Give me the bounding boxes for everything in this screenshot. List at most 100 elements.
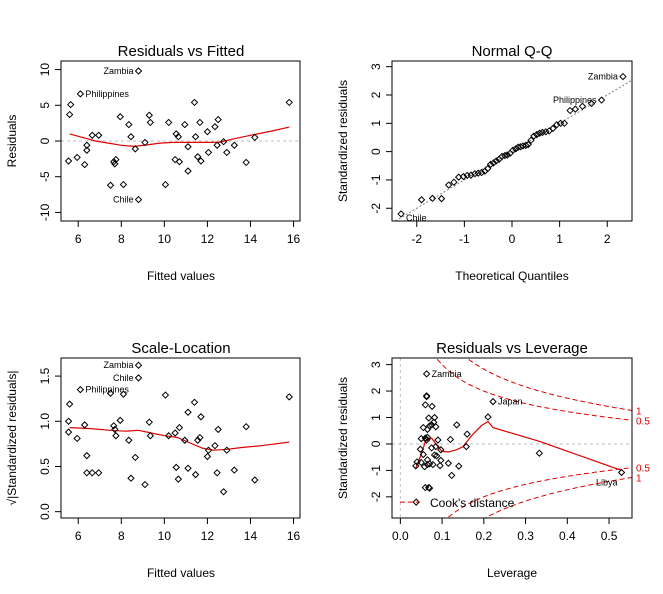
data-point — [417, 196, 426, 204]
data-point — [181, 436, 189, 444]
data-point — [219, 138, 228, 146]
data-point — [164, 118, 173, 127]
point-label: Chile — [406, 213, 427, 223]
data-point — [509, 146, 517, 154]
y-tick-label: 5 — [38, 102, 52, 109]
data-point — [455, 462, 463, 470]
data-point — [76, 385, 85, 394]
data-point — [174, 475, 183, 483]
y-tick-label: 0 — [38, 137, 52, 144]
data-point — [437, 446, 445, 454]
data-point — [146, 118, 155, 127]
y-tick-label: 10 — [38, 63, 52, 77]
data-point — [146, 432, 155, 440]
data-point — [171, 429, 179, 437]
data-point — [83, 141, 91, 149]
x-tick-label: 8 — [118, 529, 125, 543]
data-point — [214, 425, 222, 434]
panel-residuals-vs-fitted: Zambia Philippines Chile 6 8 10 12 14 16 -10 -5 0 5 1… — [5, 43, 301, 283]
data-point — [194, 153, 202, 161]
data-point — [141, 480, 149, 489]
data-point — [501, 151, 509, 160]
data-point — [174, 133, 183, 141]
data-point — [181, 120, 189, 129]
data-point — [492, 157, 500, 165]
data-point — [223, 446, 231, 454]
point-label: Japan — [498, 397, 523, 407]
data-point — [467, 171, 475, 179]
cooks-contour-0.5-lower — [446, 467, 632, 518]
data-point — [503, 151, 511, 159]
y-tick-label: 2 — [369, 387, 383, 394]
legend-cooks-label: Cook's distance — [430, 496, 515, 510]
data-point — [211, 123, 219, 131]
x-tick-label: 2 — [604, 232, 611, 246]
data-point — [527, 136, 535, 144]
y-tick-label: -2 — [369, 491, 383, 502]
data-point — [446, 435, 455, 444]
data-point — [184, 408, 192, 416]
data-point — [111, 160, 119, 168]
data-point — [76, 90, 85, 98]
data-point — [578, 102, 587, 111]
data-point — [437, 456, 445, 465]
data-point — [116, 113, 124, 121]
data-point — [161, 180, 170, 189]
x-tick-label: -2 — [411, 232, 422, 246]
data-point — [432, 442, 440, 451]
point-label: Philippines — [85, 385, 129, 395]
plot-frame — [391, 60, 633, 222]
y-tick-label: 0 — [369, 440, 383, 447]
data-point — [486, 160, 495, 169]
data-point — [425, 484, 434, 492]
y-tick-label: -1 — [369, 174, 383, 185]
plot-area — [394, 72, 632, 221]
data-point — [230, 466, 239, 474]
y-tick-label: -1 — [369, 465, 383, 476]
y-tick-label: 0 — [369, 148, 383, 155]
x-tick-label: 0.5 — [601, 529, 618, 543]
data-point — [214, 115, 222, 124]
data-point — [125, 120, 133, 129]
y-tick-label: -10 — [38, 203, 52, 221]
data-point — [110, 158, 118, 166]
x-tick-label: 0.3 — [517, 529, 534, 543]
data-point — [145, 418, 153, 426]
data-point — [416, 445, 425, 453]
point-label: Philippines — [553, 95, 597, 105]
panel-title: Residuals vs Fitted — [118, 43, 245, 60]
data-point — [413, 458, 421, 466]
data-point — [489, 397, 497, 406]
data-point — [172, 463, 180, 472]
data-point — [422, 370, 431, 378]
data-point — [184, 167, 192, 175]
panel-title: Residuals vs Leverage — [436, 340, 588, 357]
x-tick-label: 8 — [118, 232, 125, 246]
data-point — [425, 422, 434, 430]
data-point — [436, 461, 444, 470]
y-tick-label: 0.5 — [38, 458, 52, 475]
data-point — [530, 132, 538, 140]
data-point — [422, 392, 431, 401]
data-point — [119, 180, 128, 189]
data-point — [64, 417, 73, 425]
data-point — [125, 436, 133, 444]
y-tick-label: 2 — [369, 91, 383, 98]
x-tick-label: 12 — [201, 232, 215, 246]
y-tick-label: -2 — [369, 203, 383, 214]
data-point — [444, 181, 453, 189]
x-tick-label: 0.4 — [559, 529, 576, 543]
data-point — [127, 474, 135, 482]
cooks-level-label: 1 — [636, 473, 642, 484]
data-point — [223, 148, 231, 157]
data-point — [80, 160, 89, 169]
y-tick-label: 3 — [369, 63, 383, 70]
data-point — [184, 143, 192, 151]
plot-area — [64, 361, 293, 496]
plot-area — [392, 358, 632, 518]
data-point — [459, 172, 468, 181]
x-tick-label: 0.2 — [475, 529, 492, 543]
data-point — [533, 130, 541, 139]
plot-frame — [391, 357, 633, 519]
data-point — [73, 153, 81, 162]
